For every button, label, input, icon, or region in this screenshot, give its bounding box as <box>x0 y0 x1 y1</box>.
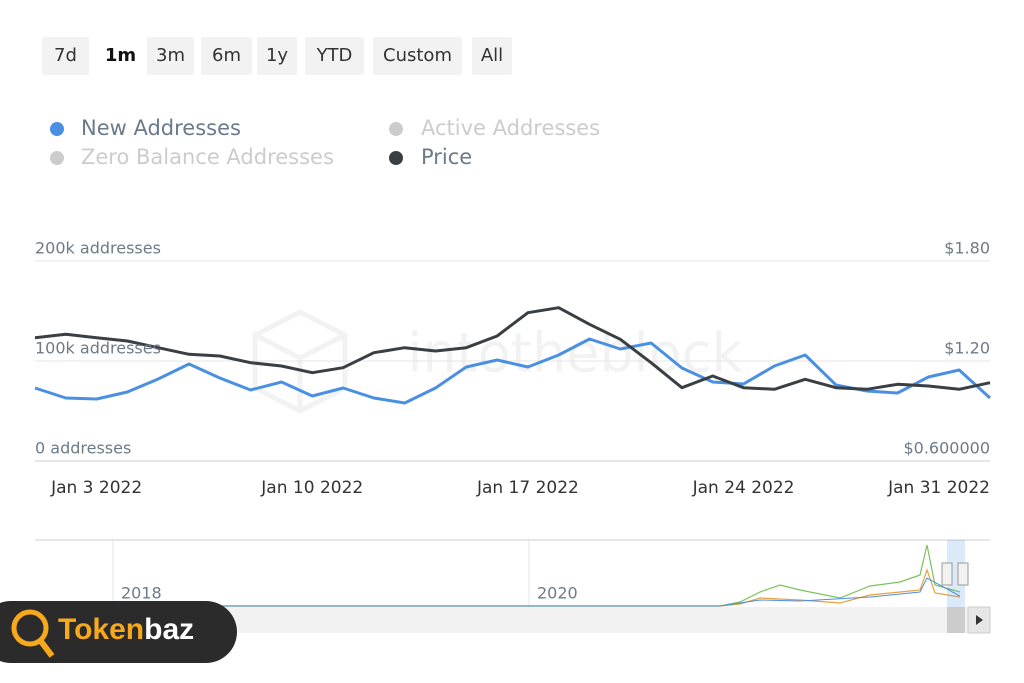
range-button[interactable]: 6m <box>201 37 252 75</box>
range-button[interactable]: 7d <box>42 37 89 75</box>
legend-marker[interactable] <box>389 151 403 165</box>
legend-label[interactable]: New Addresses <box>81 116 241 140</box>
range-button[interactable]: 1m <box>97 37 144 75</box>
range-button[interactable]: Custom <box>373 37 462 75</box>
range-button[interactable]: All <box>472 37 512 75</box>
series-line <box>34 337 992 405</box>
y-tick-label: 200k addresses <box>35 239 161 258</box>
y-tick-label: 0 addresses <box>35 439 131 458</box>
legend-marker[interactable] <box>50 151 64 165</box>
navigator-label: 2020 <box>537 584 578 603</box>
legend-marker[interactable] <box>50 122 64 136</box>
series-line <box>34 306 991 391</box>
watermark: intotheblock <box>407 322 743 385</box>
logo-text: Tokenbaz <box>58 613 194 646</box>
range-button[interactable]: 1y <box>257 37 297 75</box>
y2-tick-label: $0.600000 <box>903 439 990 458</box>
range-button[interactable]: YTD <box>305 37 364 75</box>
range-button[interactable]: 3m <box>147 37 194 75</box>
legend-label[interactable]: Price <box>421 145 472 169</box>
legend-label[interactable]: Zero Balance Addresses <box>81 145 334 169</box>
legend-marker[interactable] <box>389 122 403 136</box>
watermark-icon <box>252 309 348 414</box>
x-tick-label: Jan 17 2022 <box>476 478 579 498</box>
navigator-label: 2018 <box>121 584 162 603</box>
x-tick-label: Jan 24 2022 <box>692 478 795 498</box>
x-tick-label: Jan 31 2022 <box>887 478 990 498</box>
y-tick-label: 100k addresses <box>35 339 161 358</box>
y2-tick-label: $1.20 <box>944 339 990 358</box>
logo: Tokenbaz <box>0 601 237 663</box>
x-tick-label: Jan 10 2022 <box>260 478 363 498</box>
legend-label[interactable]: Active Addresses <box>421 116 600 140</box>
logo-text-part: baz <box>144 613 194 646</box>
logo-text-part: Token <box>58 613 144 646</box>
x-tick-label: Jan 3 2022 <box>50 478 142 498</box>
y2-tick-label: $1.80 <box>944 239 990 258</box>
